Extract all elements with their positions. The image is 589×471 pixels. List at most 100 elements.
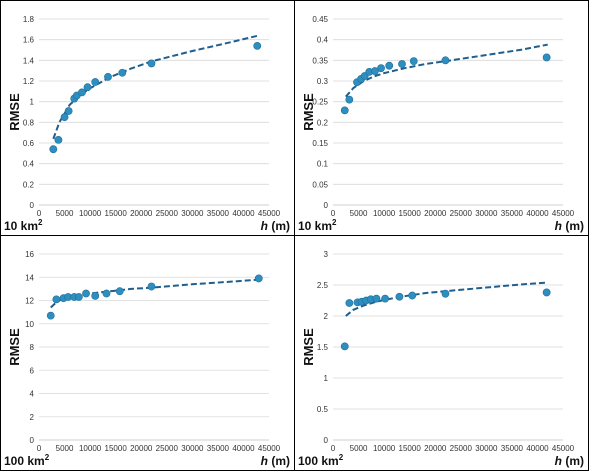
data-point — [345, 95, 354, 104]
x-axis-label: h (m) — [261, 454, 290, 468]
y-tick-label: 0.1 — [317, 160, 329, 169]
x-axis-label: h (m) — [555, 219, 584, 233]
x-tick-label: 30000 — [475, 444, 498, 453]
data-point — [542, 288, 551, 297]
x-tick-label: 20000 — [130, 444, 153, 453]
area-label: 100 km2 — [4, 453, 50, 468]
data-point — [345, 299, 354, 307]
x-tick-label: 10000 — [79, 444, 102, 453]
x-tick-label: 0 — [331, 209, 336, 218]
x-tick-label: 25000 — [450, 444, 473, 453]
x-tick-label: 30000 — [181, 209, 204, 218]
data-point — [102, 289, 111, 298]
data-point — [542, 53, 551, 62]
x-tick-label: 15000 — [105, 209, 128, 218]
y-tick-label: 1.4 — [23, 56, 35, 65]
y-tick-label: 0.4 — [317, 36, 329, 45]
x-tick-label: 45000 — [552, 444, 575, 453]
y-tick-label: 0 — [324, 201, 329, 210]
y-tick-label: 2 — [30, 413, 35, 422]
x-tick-label: 10000 — [79, 209, 102, 218]
y-tick-label: 14 — [25, 273, 34, 282]
y-axis-label: RMSE — [301, 93, 316, 131]
x-tick-label: 35000 — [501, 444, 524, 453]
chart-panel-bottom-right: 0 0.5 1 1.5 2 2.5 3 0 5000 10000 15000 20000 25000 30… — [294, 235, 589, 471]
y-tick-label: 0 — [324, 436, 329, 445]
x-axis-label: h (m) — [261, 219, 290, 233]
x-tick-label: 5000 — [56, 444, 74, 453]
data-point — [340, 342, 349, 351]
x-tick-label: 5000 — [56, 209, 74, 218]
x-tick-label: 20000 — [130, 209, 153, 218]
y-tick-label: 0.4 — [23, 160, 35, 169]
data-point — [147, 59, 156, 68]
x-tick-label: 45000 — [258, 209, 281, 218]
data-point — [82, 289, 90, 298]
x-tick-label: 35000 — [207, 209, 230, 218]
x-tick-label: 40000 — [232, 444, 255, 453]
data-point — [115, 287, 124, 296]
data-point — [340, 106, 349, 115]
data-point — [91, 78, 100, 86]
x-tick-label: 15000 — [105, 444, 128, 453]
y-tick-label: 0.45 — [312, 15, 328, 24]
chart-svg: 0 0.05 0.1 0.15 0.2 0.25 0.3 0.35 0.4 0.45 0 5000 10… — [298, 15, 584, 233]
y-tick-label: 0 — [30, 436, 35, 445]
data-point — [441, 289, 450, 298]
x-tick-label: 0 — [37, 209, 42, 218]
data-point — [78, 88, 86, 97]
y-tick-label: 1.2 — [23, 77, 35, 86]
trend-line — [50, 278, 259, 309]
x-tick-label: 45000 — [552, 209, 575, 218]
y-tick-label: 0.3 — [317, 77, 329, 86]
x-tick-label: 15000 — [399, 209, 422, 218]
y-tick-label: 0.8 — [23, 118, 35, 127]
y-tick-label: 1.8 — [23, 15, 35, 24]
data-point — [64, 107, 73, 115]
y-tick-label: 16 — [25, 250, 34, 259]
y-axis-label: RMSE — [301, 328, 316, 366]
data-point — [253, 41, 262, 50]
y-tick-label: 10 — [25, 320, 34, 329]
data-point — [52, 295, 61, 304]
data-point — [408, 291, 417, 300]
x-tick-label: 5000 — [350, 209, 368, 218]
chart-svg: 0 2 4 6 8 10 12 14 16 0 5000 10000 15000 20000 25000 30… — [4, 250, 290, 468]
x-tick-label: 5000 — [350, 444, 368, 453]
data-point — [441, 56, 450, 65]
y-axis-label: RMSE — [7, 93, 22, 131]
data-point — [46, 311, 55, 320]
x-tick-label: 40000 — [526, 444, 549, 453]
data-point — [254, 274, 263, 283]
data-point — [385, 61, 394, 70]
x-tick-label: 25000 — [156, 444, 179, 453]
data-point — [409, 57, 418, 66]
y-tick-label: 6 — [30, 366, 35, 375]
x-tick-label: 40000 — [232, 209, 255, 218]
data-point — [372, 294, 381, 303]
area-label: 100 km2 — [298, 453, 344, 468]
y-tick-label: 0.2 — [317, 118, 329, 127]
y-tick-label: 4 — [30, 390, 35, 399]
y-axis-label: RMSE — [7, 328, 22, 366]
x-tick-label: 30000 — [181, 444, 204, 453]
y-tick-label: 0.15 — [312, 139, 328, 148]
y-tick-label: 2.5 — [317, 281, 329, 290]
x-tick-label: 10000 — [373, 444, 396, 453]
data-point — [49, 145, 58, 154]
x-tick-label: 0 — [331, 444, 336, 453]
y-tick-label: 1 — [30, 98, 35, 107]
y-tick-label: 0.2 — [23, 180, 35, 189]
y-tick-label: 1 — [324, 374, 329, 383]
data-point — [91, 291, 100, 300]
x-tick-label: 40000 — [526, 209, 549, 218]
x-tick-label: 35000 — [501, 209, 524, 218]
chart-panel-bottom-left: 0 2 4 6 8 10 12 14 16 0 5000 10000 15000 20000 25000 30… — [0, 235, 295, 471]
chart-panel-top-left: 0 0.2 0.4 0.6 0.8 1 1.2 1.4 1.6 1.8 0 5000 10000 1500… — [0, 0, 295, 236]
chart-svg: 0 0.2 0.4 0.6 0.8 1 1.2 1.4 1.6 1.8 0 5000 10000 1500… — [4, 15, 290, 233]
x-tick-label: 10000 — [373, 209, 396, 218]
y-tick-label: 2 — [324, 312, 329, 321]
x-tick-label: 45000 — [258, 444, 281, 453]
chart-svg: 0 0.5 1 1.5 2 2.5 3 0 5000 10000 15000 20000 25000 30… — [298, 250, 584, 468]
y-tick-label: 0.05 — [312, 180, 328, 189]
